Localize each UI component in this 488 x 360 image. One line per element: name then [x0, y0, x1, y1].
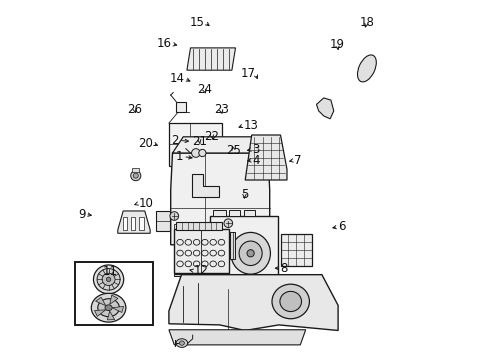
Text: 8: 8	[280, 262, 287, 275]
Polygon shape	[95, 297, 105, 306]
Ellipse shape	[230, 233, 270, 274]
Ellipse shape	[246, 250, 254, 257]
Ellipse shape	[106, 277, 110, 282]
Text: 14: 14	[169, 72, 184, 85]
Bar	[212, 224, 226, 238]
Polygon shape	[168, 275, 337, 330]
Bar	[75, 262, 152, 325]
Text: 12: 12	[193, 264, 208, 277]
Text: 6: 6	[337, 220, 345, 233]
Ellipse shape	[199, 149, 205, 157]
Bar	[173, 229, 229, 273]
Bar	[209, 216, 277, 283]
Text: 9: 9	[78, 208, 85, 221]
Bar	[230, 232, 235, 259]
Text: 17: 17	[240, 67, 255, 80]
Polygon shape	[316, 98, 333, 119]
Text: 26: 26	[127, 103, 142, 116]
Bar	[174, 224, 194, 238]
Bar	[176, 222, 222, 230]
Text: 13: 13	[244, 119, 258, 132]
Bar	[173, 274, 228, 276]
Polygon shape	[244, 135, 286, 180]
Ellipse shape	[179, 341, 184, 345]
Ellipse shape	[98, 299, 119, 317]
Ellipse shape	[105, 305, 112, 311]
Text: 11: 11	[102, 265, 118, 278]
Ellipse shape	[176, 339, 187, 347]
Text: 7: 7	[294, 154, 301, 167]
Ellipse shape	[93, 265, 123, 294]
Text: 18: 18	[359, 16, 374, 29]
Polygon shape	[168, 330, 305, 345]
Text: 3: 3	[251, 143, 259, 156]
Text: 5: 5	[240, 188, 248, 201]
Polygon shape	[170, 153, 269, 245]
Bar	[139, 217, 143, 230]
Text: 16: 16	[157, 37, 171, 50]
Bar	[213, 210, 225, 216]
Polygon shape	[172, 137, 267, 153]
Polygon shape	[109, 295, 118, 304]
Text: 4: 4	[252, 154, 260, 167]
Polygon shape	[118, 211, 150, 233]
Ellipse shape	[97, 269, 120, 290]
Bar	[176, 102, 186, 112]
Text: 24: 24	[196, 83, 211, 96]
Ellipse shape	[91, 293, 125, 322]
Bar	[280, 234, 311, 266]
Bar	[197, 224, 208, 238]
Ellipse shape	[224, 219, 232, 228]
Text: 21: 21	[192, 135, 206, 148]
Ellipse shape	[102, 273, 115, 285]
Bar	[168, 123, 222, 166]
Ellipse shape	[133, 173, 138, 178]
Bar	[123, 217, 127, 230]
Text: 2: 2	[171, 134, 179, 147]
Ellipse shape	[130, 171, 141, 181]
Bar	[132, 168, 139, 172]
Text: 22: 22	[204, 130, 219, 143]
Ellipse shape	[239, 241, 262, 266]
Ellipse shape	[357, 55, 376, 82]
Ellipse shape	[279, 291, 301, 311]
Polygon shape	[192, 174, 219, 197]
Text: 15: 15	[190, 16, 204, 29]
Text: 25: 25	[226, 144, 241, 157]
Text: 19: 19	[329, 39, 344, 51]
Bar	[156, 211, 170, 231]
Text: 10: 10	[138, 197, 153, 210]
Ellipse shape	[271, 284, 309, 319]
Bar	[131, 217, 135, 230]
Text: 23: 23	[213, 103, 228, 116]
Text: 1: 1	[176, 150, 183, 163]
Ellipse shape	[170, 212, 178, 220]
Polygon shape	[112, 306, 123, 312]
Polygon shape	[94, 310, 105, 316]
Polygon shape	[107, 311, 114, 320]
Bar	[244, 210, 254, 216]
Ellipse shape	[191, 149, 200, 157]
Text: 20: 20	[138, 137, 152, 150]
Polygon shape	[186, 48, 235, 70]
Bar	[229, 210, 240, 216]
